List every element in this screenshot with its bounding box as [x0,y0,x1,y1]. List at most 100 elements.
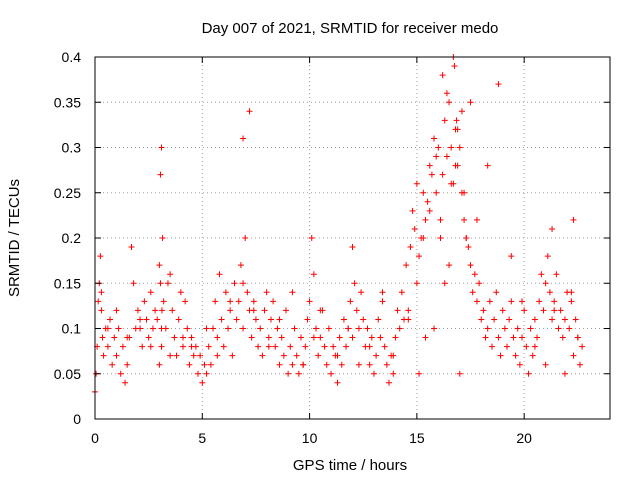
data-point [205,343,212,350]
data-point [248,334,255,341]
data-point [231,280,238,287]
data-point [521,307,528,314]
data-point [413,180,420,187]
data-point [478,316,485,323]
y-tick-label: 0.3 [62,140,82,156]
data-point [467,99,474,106]
data-point [572,316,579,323]
data-point [413,280,420,287]
data-point [274,325,281,332]
data-points [92,54,586,395]
data-point [484,162,491,169]
data-point [115,325,122,332]
data-point [179,343,186,350]
y-tick-label: 0.35 [54,94,81,110]
data-point [394,307,401,314]
data-point [484,325,491,332]
data-point [282,307,289,314]
y-tick-label: 0 [73,411,81,427]
data-point [287,343,294,350]
data-point [355,361,362,368]
data-point [124,361,131,368]
data-point [95,298,102,305]
data-point [531,316,538,323]
data-point [396,325,403,332]
data-point [437,216,444,223]
data-point [321,343,328,350]
data-point [390,352,397,359]
data-point [435,144,442,151]
data-point [439,72,446,79]
data-point [328,370,335,377]
data-point [212,298,219,305]
data-point [130,280,137,287]
data-point [291,325,298,332]
data-point [229,352,236,359]
data-point [471,271,478,278]
data-point [323,361,330,368]
data-point [158,343,165,350]
chart-title: Day 007 of 2021, SRMTID for receiver med… [202,20,499,37]
data-point [456,370,463,377]
data-point [482,334,489,341]
data-point [373,352,380,359]
data-point [167,352,174,359]
data-point [379,298,386,305]
data-point [263,289,270,296]
y-tick-label: 0.4 [62,49,82,65]
data-point [508,253,515,260]
data-point [557,307,564,314]
data-point [433,189,440,196]
data-point [343,343,350,350]
data-point [453,117,460,124]
data-point [177,289,184,296]
data-point [175,316,182,323]
data-point [368,334,375,341]
data-point [465,244,472,251]
data-point [218,316,225,323]
data-point [207,361,214,368]
y-axis-label: SRMTID / TECUs [6,179,23,297]
data-point [289,361,296,368]
data-point [145,334,152,341]
data-point [122,379,129,386]
data-point [195,370,201,377]
data-point [351,280,358,287]
data-point [302,343,309,350]
data-point [235,298,242,305]
data-point [358,289,365,296]
data-point [98,307,105,314]
data-point [111,334,118,341]
data-point [313,325,320,332]
data-point [317,334,324,341]
data-point [431,325,438,332]
data-point [182,298,189,305]
data-point [188,334,195,341]
data-point [506,316,513,323]
data-point [330,343,337,350]
data-point [576,361,583,368]
data-point [250,298,257,305]
data-point [276,316,283,323]
data-point [441,117,448,124]
data-point [137,316,144,323]
data-point [514,325,521,332]
data-point [383,361,390,368]
data-point [551,307,558,314]
data-point [405,316,412,323]
data-point [276,361,283,368]
data-point [364,325,371,332]
data-point [446,262,453,269]
data-point [104,343,111,350]
data-point [113,307,120,314]
data-point [568,298,575,305]
data-point [154,316,161,323]
data-point [222,289,229,296]
data-point [227,298,234,305]
data-point [549,225,556,232]
data-point [334,352,341,359]
data-point [385,379,392,386]
data-point [546,289,553,296]
data-point [325,325,332,332]
x-tick-label: 20 [516,430,532,446]
